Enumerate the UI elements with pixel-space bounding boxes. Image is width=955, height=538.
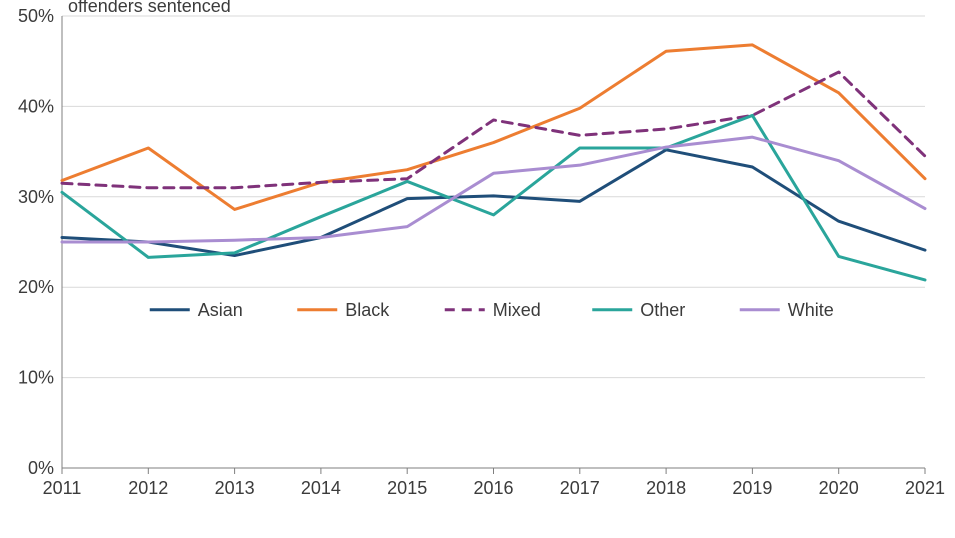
y-tick-label: 10% bbox=[18, 368, 54, 388]
legend-label: Black bbox=[345, 300, 390, 320]
legend-label: Mixed bbox=[493, 300, 541, 320]
x-tick-label: 2014 bbox=[301, 478, 341, 498]
y-tick-label: 20% bbox=[18, 277, 54, 297]
y-tick-label: 50% bbox=[18, 6, 54, 26]
x-tick-label: 2013 bbox=[215, 478, 255, 498]
y-tick-label: 40% bbox=[18, 96, 54, 116]
x-tick-label: 2018 bbox=[646, 478, 686, 498]
line-chart: 0% 10% 20% 30% 40% 50% 2011 2012 2013 2014 2015 201… bbox=[0, 0, 955, 538]
x-tick-label: 2015 bbox=[387, 478, 427, 498]
legend-label: White bbox=[788, 300, 834, 320]
legend-label: Asian bbox=[198, 300, 243, 320]
y-tick-label: 0% bbox=[28, 458, 54, 478]
y-axis-title: Proportion ofoffenders sentenced bbox=[68, 0, 231, 16]
legend-label: Other bbox=[640, 300, 685, 320]
chart-svg: 0% 10% 20% 30% 40% 50% 2011 2012 2013 2014 2015 201… bbox=[0, 0, 955, 538]
x-tick-label: 2020 bbox=[819, 478, 859, 498]
x-tick-label: 2011 bbox=[43, 478, 82, 498]
x-tick-label: 2019 bbox=[732, 478, 772, 498]
y-tick-label: 30% bbox=[18, 187, 54, 207]
x-tick-label: 2012 bbox=[128, 478, 168, 498]
x-tick-label: 2017 bbox=[560, 478, 600, 498]
x-tick-label: 2021 bbox=[905, 478, 945, 498]
x-tick-label: 2016 bbox=[473, 478, 513, 498]
